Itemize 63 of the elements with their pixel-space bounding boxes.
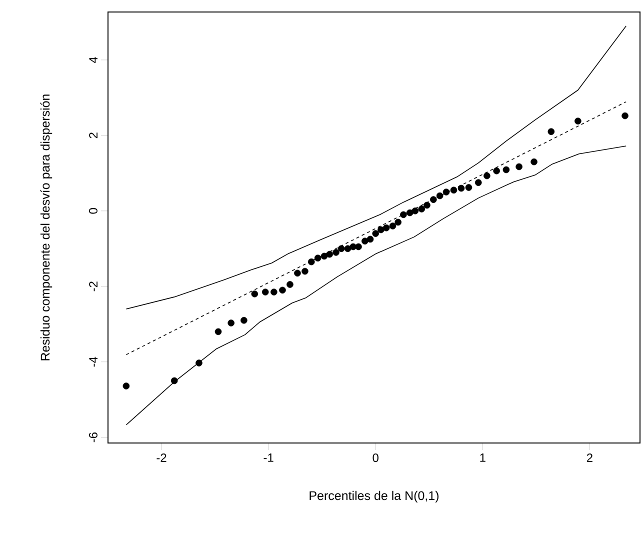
point bbox=[465, 184, 472, 191]
point bbox=[372, 230, 380, 237]
point bbox=[400, 211, 407, 218]
line-series bbox=[126, 26, 626, 310]
point bbox=[332, 249, 340, 256]
point bbox=[502, 166, 510, 174]
point bbox=[251, 290, 258, 298]
point bbox=[366, 236, 374, 243]
y-tick-label: -4 bbox=[89, 356, 98, 367]
point bbox=[382, 224, 390, 232]
point bbox=[314, 254, 322, 262]
point bbox=[493, 167, 500, 174]
y-axis-title: Residuo componente del desvío para dispersión bbox=[40, 94, 52, 360]
point bbox=[394, 218, 402, 226]
x-tick-label: 2 bbox=[586, 454, 592, 462]
point bbox=[418, 206, 426, 212]
point bbox=[240, 316, 248, 324]
point bbox=[279, 286, 286, 294]
point bbox=[308, 258, 315, 266]
point bbox=[326, 250, 333, 258]
y-tick-label: 4 bbox=[89, 56, 98, 63]
x-tick-label: -2 bbox=[156, 454, 166, 462]
point bbox=[458, 184, 465, 192]
y-tick-label: 0 bbox=[88, 208, 98, 214]
point bbox=[262, 288, 269, 296]
point bbox=[548, 128, 555, 136]
x-tick-label: 1 bbox=[480, 454, 486, 462]
point bbox=[450, 186, 458, 194]
point bbox=[442, 188, 450, 196]
point bbox=[344, 245, 352, 252]
point bbox=[362, 238, 368, 244]
point bbox=[270, 288, 278, 296]
point bbox=[228, 320, 234, 326]
point bbox=[530, 158, 538, 166]
point bbox=[406, 209, 414, 216]
point bbox=[474, 179, 482, 186]
point bbox=[355, 243, 362, 250]
point bbox=[516, 163, 522, 170]
y-tick-label: 2 bbox=[89, 132, 98, 138]
point bbox=[320, 252, 328, 260]
line-series bbox=[126, 146, 626, 426]
point bbox=[430, 196, 437, 203]
point bbox=[170, 377, 178, 384]
point bbox=[122, 382, 130, 390]
point bbox=[389, 222, 396, 230]
point bbox=[484, 172, 490, 180]
x-tick-label: -1 bbox=[264, 454, 274, 462]
x-tick-label: 0 bbox=[372, 454, 378, 462]
y-tick-label: -6 bbox=[88, 432, 98, 442]
point bbox=[294, 270, 301, 277]
point bbox=[378, 226, 384, 234]
point bbox=[214, 328, 222, 336]
point bbox=[196, 360, 202, 366]
x-axis-title: Percentiles de la N(0,1) bbox=[310, 490, 439, 503]
point bbox=[412, 207, 419, 214]
point bbox=[286, 281, 294, 288]
point bbox=[302, 268, 308, 275]
point bbox=[436, 192, 444, 200]
point bbox=[338, 245, 345, 252]
point bbox=[424, 202, 430, 209]
point bbox=[622, 112, 628, 120]
y-tick-label: -2 bbox=[89, 282, 98, 292]
point bbox=[574, 118, 582, 124]
